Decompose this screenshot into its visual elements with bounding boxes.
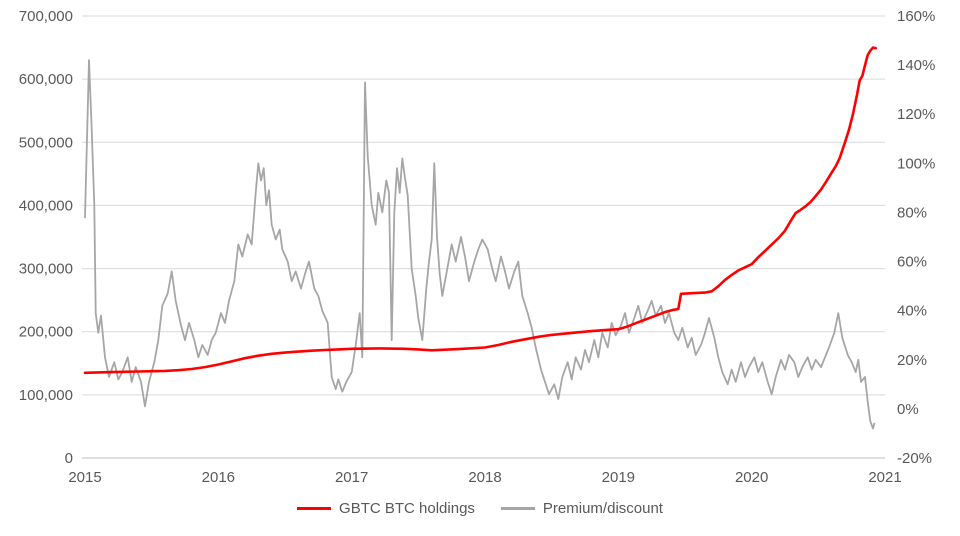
premium-discount-line	[84, 59, 876, 430]
svg-text:100%: 100%	[897, 155, 935, 172]
svg-text:2020: 2020	[735, 469, 768, 486]
svg-text:0: 0	[65, 450, 73, 467]
legend-swatch-premium	[500, 507, 535, 510]
x-axis-labels: 2015 2016 2017 2018 2019 2020 2021	[68, 469, 901, 486]
svg-text:600,000: 600,000	[19, 71, 73, 88]
svg-text:2018: 2018	[468, 469, 501, 486]
svg-text:0%: 0%	[897, 401, 919, 418]
legend-item-premium-discount: Premium/discount	[500, 500, 663, 517]
svg-text:40%: 40%	[897, 303, 927, 320]
legend-label-premium: Premium/discount	[542, 500, 663, 517]
left-axis-labels: 700,000 600,000 500,000 400,000 300,000 200,0…	[19, 8, 73, 467]
svg-text:500,000: 500,000	[19, 134, 73, 151]
svg-text:140%: 140%	[897, 57, 935, 74]
svg-text:160%: 160%	[897, 8, 935, 25]
svg-text:700,000: 700,000	[19, 8, 73, 25]
svg-text:2021: 2021	[868, 469, 901, 486]
svg-text:400,000: 400,000	[19, 197, 73, 214]
svg-text:-20%: -20%	[897, 450, 932, 467]
svg-text:2019: 2019	[602, 469, 635, 486]
gbtc-holdings-line	[83, 46, 877, 375]
svg-text:200,000: 200,000	[19, 324, 73, 341]
svg-text:80%: 80%	[897, 204, 927, 221]
svg-text:100,000: 100,000	[19, 387, 73, 404]
svg-text:300,000: 300,000	[19, 261, 73, 278]
chart-legend: GBTC BTC holdings Premium/discount	[0, 500, 960, 517]
svg-text:2016: 2016	[202, 469, 235, 486]
svg-text:20%: 20%	[897, 352, 927, 369]
right-axis-labels: 160% 140% 120% 100% 80% 60% 40% 20% 0% -20%	[897, 8, 935, 467]
legend-swatch-gbtc	[297, 507, 332, 510]
legend-item-gbtc-holdings: GBTC BTC holdings	[297, 500, 475, 517]
gridlines	[82, 15, 885, 459]
legend-label-gbtc: GBTC BTC holdings	[339, 500, 475, 517]
svg-text:60%: 60%	[897, 254, 927, 271]
svg-text:2017: 2017	[335, 469, 368, 486]
svg-text:2015: 2015	[68, 469, 101, 486]
svg-text:120%: 120%	[897, 106, 935, 123]
